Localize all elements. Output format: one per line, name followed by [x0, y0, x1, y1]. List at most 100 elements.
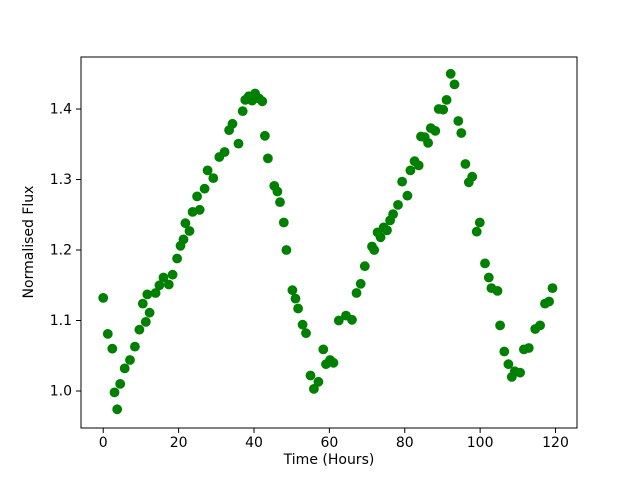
data-point	[144, 307, 155, 318]
data-point	[137, 298, 148, 309]
data-point	[184, 226, 195, 236]
data-point	[460, 159, 471, 169]
data-point	[318, 344, 329, 355]
data-point	[158, 272, 169, 283]
data-point	[305, 370, 316, 381]
data-point	[402, 190, 413, 201]
data-point	[388, 209, 398, 220]
data-point	[393, 200, 403, 210]
data-point	[293, 303, 303, 314]
data-point	[523, 343, 534, 353]
data-point	[492, 286, 503, 296]
x-tick-label: 120	[542, 435, 569, 451]
data-point	[194, 204, 205, 215]
data-point	[257, 96, 268, 107]
data-point	[430, 125, 441, 136]
data-point	[413, 160, 424, 171]
data-point	[109, 387, 120, 398]
data-point	[474, 217, 485, 228]
data-point	[260, 130, 270, 141]
data-point	[142, 289, 153, 300]
y-tick-label: 1.0	[50, 383, 72, 399]
x-axis-label: Time (Hours)	[283, 452, 375, 468]
data-point	[495, 320, 505, 331]
data-point	[467, 171, 478, 182]
data-point	[499, 346, 510, 357]
data-point	[227, 118, 238, 129]
data-point	[119, 363, 130, 374]
x-tick-label: 60	[320, 435, 338, 451]
data-point	[275, 197, 285, 208]
data-point	[382, 225, 392, 236]
data-point	[471, 226, 482, 237]
data-point	[208, 173, 219, 184]
data-point	[309, 384, 319, 394]
data-point	[202, 165, 213, 176]
x-tick-label: 0	[99, 435, 108, 451]
data-point	[140, 317, 151, 327]
data-point	[178, 234, 189, 245]
data-point	[369, 245, 380, 255]
data-point	[456, 128, 467, 138]
data-point	[397, 176, 407, 187]
x-tick-label: 40	[245, 435, 263, 451]
data-point	[199, 183, 210, 194]
data-point	[438, 104, 449, 115]
data-point	[544, 296, 554, 307]
plot-border	[80, 56, 578, 429]
x-tick-label: 20	[170, 435, 188, 451]
data-point	[102, 329, 113, 339]
data-point	[150, 288, 161, 298]
x-tick-label: 80	[396, 435, 414, 451]
data-point	[313, 376, 324, 387]
data-point	[115, 379, 126, 389]
data-point	[351, 288, 362, 298]
data-point	[445, 68, 456, 79]
data-point	[297, 319, 308, 330]
data-point	[535, 320, 545, 331]
y-tick-label: 1.3	[50, 172, 72, 188]
y-tick-label: 1.2	[50, 243, 72, 259]
data-point	[480, 258, 490, 269]
data-point	[290, 293, 301, 304]
data-point	[441, 95, 452, 105]
data-point	[154, 280, 165, 291]
y-tick-label: 1.1	[50, 313, 72, 329]
y-axis-label: Normalised Flux	[21, 185, 37, 299]
data-point	[281, 245, 292, 255]
data-point	[355, 278, 366, 289]
data-point	[237, 106, 248, 116]
data-point	[453, 116, 464, 126]
data-point	[375, 232, 386, 243]
data-point	[347, 314, 357, 325]
data-point	[98, 293, 109, 303]
data-point	[515, 367, 525, 378]
data-point	[163, 279, 174, 290]
data-point	[130, 341, 140, 352]
data-point	[503, 359, 514, 370]
data-point	[219, 147, 230, 157]
data-point	[107, 343, 118, 354]
data-point	[547, 283, 558, 293]
data-point	[272, 186, 283, 197]
data-point	[125, 355, 135, 365]
y-tick-label: 1.4	[50, 102, 72, 118]
data-point	[301, 328, 311, 339]
data-point	[287, 285, 298, 296]
data-point	[278, 217, 289, 228]
data-point	[112, 404, 123, 415]
data-point	[359, 261, 370, 272]
data-point	[233, 138, 244, 149]
data-point	[134, 324, 145, 335]
data-point	[333, 315, 344, 326]
data-point	[172, 253, 183, 264]
data-point	[328, 357, 339, 368]
data-point	[192, 191, 203, 202]
data-point	[449, 79, 460, 90]
data-point	[423, 138, 433, 148]
data-point	[180, 218, 191, 229]
data-point	[167, 269, 178, 280]
x-tick-label: 100	[467, 435, 494, 451]
